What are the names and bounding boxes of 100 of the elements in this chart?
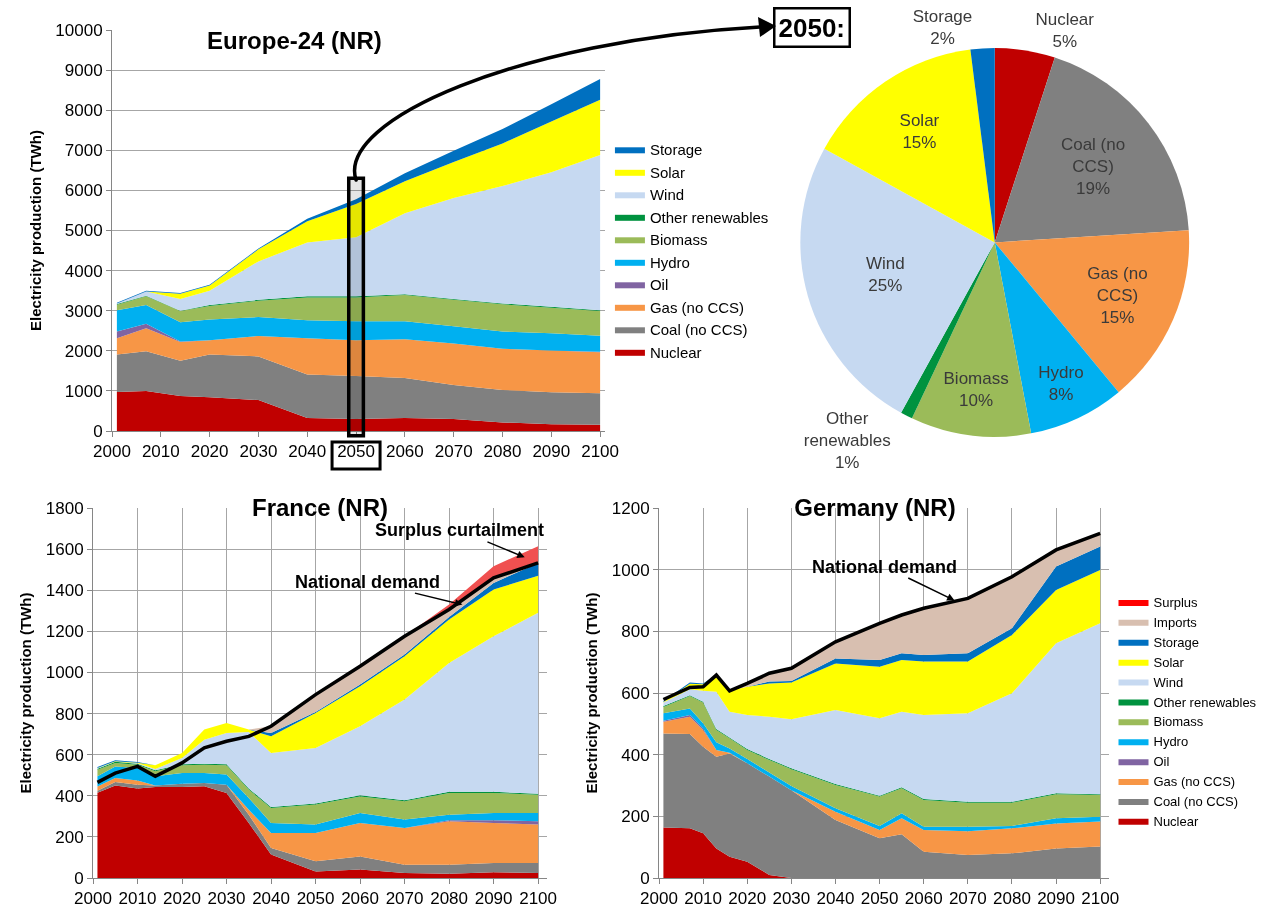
x-tick-label: 2100 [1081,889,1120,909]
x-tick-label: 2030 [239,442,278,462]
legend-label: Nuclear [649,343,702,361]
y-tick-label: 1200 [45,622,84,642]
legend-label: Solar [1153,654,1185,670]
y-tick-label: 7000 [64,141,103,161]
y-tick-label: 1200 [611,498,650,518]
x-tick-label: 2080 [483,442,522,462]
annotation: National demand [295,572,441,592]
x-tick-label: 2040 [252,889,290,909]
y-tick-label: 4000 [64,261,103,281]
x-tick-label: 2050 [296,889,335,909]
legend-label: Coal (no CCS) [649,321,748,339]
chart-title: Germany (NR) [794,493,956,521]
legend-label: Storage [649,141,703,159]
legend-label: Imports [1153,614,1198,630]
x-tick-label: 2010 [141,442,180,462]
y-tick-label: 800 [621,622,650,642]
annotation: National demand [812,557,958,577]
legend-label: Other renewables [649,208,769,226]
x-tick-label: 2050 [860,889,899,909]
y-tick-label: 0 [74,868,84,888]
x-tick-label: 2040 [816,889,855,909]
y-tick-label: 1800 [45,498,84,518]
y-tick-label: 1400 [45,581,84,601]
legend-label: Biomass [1153,714,1204,730]
legend-label: Oil [649,276,669,294]
slice-label: Storage [912,7,973,27]
legend-label: Oil [1153,754,1170,770]
y-tick-label: 1000 [45,663,84,683]
y-tick-label: 400 [55,786,84,806]
x-tick-label: 2030 [772,889,811,909]
legend-label: Storage [1153,634,1200,650]
pie-slice [911,242,1032,437]
x-tick-label: 2050 [337,442,375,462]
x-tick-label: 2080 [430,889,468,909]
slice-label: Hydro [1038,362,1084,382]
data-label: 2% [930,29,955,49]
y-tick-label: 200 [55,827,84,847]
data-label: 19% [1076,178,1111,198]
y-tick-label: 1600 [45,540,84,560]
slice-label: Solar [899,111,940,131]
y-tick-label: 800 [55,704,84,724]
legend-label: Wind [1153,674,1184,690]
x-tick-label: 2060 [904,889,943,909]
x-tick-label: 2000 [93,442,131,462]
legend-label: Biomass [649,231,708,249]
x-tick-label: 2070 [385,889,424,909]
legend-label: Nuclear [1153,813,1199,829]
x-tick-label: 2070 [434,442,473,462]
slice-label: Coal (no CCS) [1060,134,1126,176]
y-tick-label: 400 [621,745,650,765]
y-tick-label: 3000 [64,301,103,321]
y-tick-label: 1000 [64,381,103,401]
y-tick-label: 5000 [64,221,103,241]
legend-label: Gas (no CCS) [1153,774,1236,790]
data-label: 15% [1100,308,1135,328]
legend-label: Solar [649,163,685,181]
x-tick-label: 2090 [1037,889,1075,909]
x-tick-label: 2090 [474,889,513,909]
pie-slice [994,48,1055,243]
y-tick-label: 200 [621,807,650,827]
y-tick-label: 600 [621,683,650,703]
data-label: 8% [1048,384,1074,404]
legend-label: Hydro [649,253,690,271]
legend-label: Coal (no CCS) [1153,794,1239,810]
pie-slice [970,48,995,243]
pie-slice [994,57,1189,243]
y-tick-label: 6000 [64,181,103,201]
y-tick-label: 0 [93,421,103,441]
y-tick-label: 9000 [64,61,103,81]
x-tick-label: 2070 [948,889,987,909]
data-label: 25% [868,275,903,295]
x-tick-label: 2000 [640,889,678,909]
data-label: 15% [902,133,937,153]
y-tick-label: 0 [640,868,650,888]
data-label: 10% [959,391,994,411]
pie-slice [824,49,995,243]
data-label: 5% [1052,31,1077,51]
y-axis-title: Electricity production (TWh) [583,592,601,794]
slice-label: Nuclear [1035,9,1095,29]
legend-label: Hydro [1153,734,1189,750]
x-tick-label: 2020 [163,889,201,909]
x-tick-label: 2040 [288,442,327,462]
legend-label: Wind [649,186,685,204]
x-tick-label: 2020 [728,889,767,909]
chart-title: Europe-24 (NR) [207,26,382,54]
y-tick-label: 1000 [611,560,650,580]
x-tick-label: 2010 [684,889,723,909]
x-tick-label: 2010 [118,889,157,909]
y-axis-title: Electricity production (TWh) [17,592,35,794]
chart-title: 2050: [778,12,845,43]
x-tick-label: 2100 [519,889,558,909]
slice-label: Biomass [943,369,1009,389]
slice-label: Wind [866,253,905,273]
y-tick-label: 2000 [64,341,103,361]
x-tick-label: 2080 [993,889,1031,909]
y-tick-label: 8000 [64,101,103,121]
data-label: 1% [834,453,860,473]
x-tick-label: 2030 [207,889,246,909]
